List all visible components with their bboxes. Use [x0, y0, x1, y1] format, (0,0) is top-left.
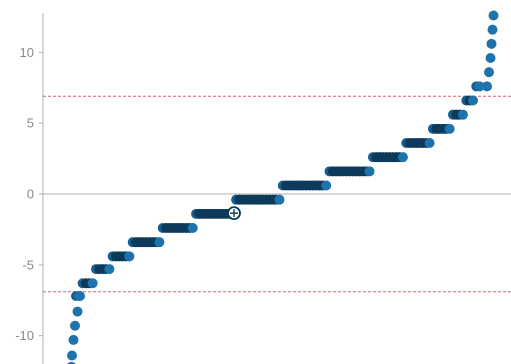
points-layer — [67, 10, 499, 364]
axes-layer: 10 5 0 -5 -10 — [15, 13, 511, 364]
tail-right-point-1 — [484, 67, 494, 78]
y-tick-label-5: 5 — [27, 116, 34, 131]
plateau-10-point-9 — [397, 152, 408, 163]
tail-left-point-5 — [67, 361, 76, 364]
plateau-14-point-2 — [467, 95, 478, 106]
plateau-7-point-13 — [274, 194, 285, 205]
tail-right-point-5 — [488, 10, 499, 21]
tail-right-point-3 — [486, 38, 497, 49]
tail-right-point-2 — [485, 53, 496, 63]
plateau-0-point-1 — [74, 291, 85, 301]
plateau-4-point-8 — [154, 237, 165, 248]
y-tick-label--10: -10 — [15, 328, 34, 343]
plateau-1-point-3 — [87, 278, 98, 289]
plateau-9-point-12 — [364, 166, 375, 177]
plateau-3-point-5 — [124, 251, 135, 262]
tail-left-point-4 — [67, 350, 77, 361]
y-tick-label-0: 0 — [27, 187, 34, 202]
tail-left-point-3 — [68, 334, 79, 345]
highlight-layer — [227, 206, 241, 221]
plateau-12-point-5 — [444, 123, 455, 134]
plateau-11-point-7 — [424, 138, 435, 148]
tail-right-point-0 — [482, 81, 492, 92]
tail-left-point-2 — [70, 320, 80, 331]
y-tick-label-10: 10 — [20, 45, 34, 60]
y-tick-label--5: -5 — [22, 257, 34, 272]
tail-right-point-4 — [487, 24, 498, 35]
plateau-5-point-9 — [187, 223, 198, 233]
tail-left-point-1 — [72, 306, 83, 317]
plateau-13-point-3 — [457, 109, 468, 120]
plateau-15-point-1 — [474, 81, 485, 92]
plateau-8-point-13 — [321, 180, 332, 191]
plateau-2-point-4 — [104, 264, 115, 275]
